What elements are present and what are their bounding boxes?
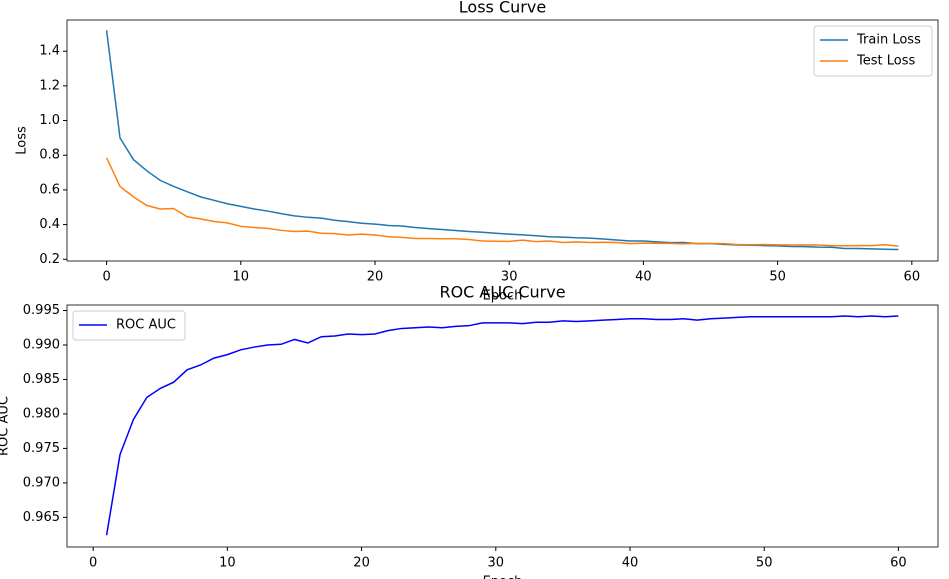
y-tick-label: 1.0 [39,113,60,128]
x-tick-label: 30 [488,556,505,571]
line-series [105,30,899,251]
y-tick-label: 1.2 [39,78,60,93]
x-tick-label: 40 [635,270,652,285]
x-tick-label: 10 [219,556,236,571]
legend-label: Test Loss [856,54,915,69]
y-tick-label: 0.995 [23,303,60,318]
y-tick-label: 0.985 [23,372,60,387]
x-tick-label: 10 [233,270,250,285]
chart-title: Loss Curve [459,0,546,17]
y-tick-label: 0.980 [23,406,60,421]
x-tick-label: 50 [769,270,786,285]
x-tick-label: 0 [102,270,110,285]
axes-frame [66,19,939,262]
legend-box [813,25,933,77]
y-tick-label: 1.4 [39,44,60,59]
y-tick-label: 0.8 [39,148,60,163]
y-tick-label: 0.6 [39,182,60,197]
x-tick-label: 30 [501,270,518,285]
line-series [105,315,899,536]
axes-frame [66,304,939,548]
x-tick-label: 60 [890,556,907,571]
x-tick-label: 50 [756,556,773,571]
x-tick-label: 20 [353,556,370,571]
x-tick-label: 40 [622,556,639,571]
legend-box [72,310,186,341]
x-tick-label: 60 [904,270,921,285]
y-tick-label: 0.965 [23,510,60,525]
legend-label: ROC AUC [116,318,176,333]
x-axis-label: Epoch [483,575,523,579]
chart-title: ROC AUC Curve [439,283,565,302]
y-tick-label: 0.970 [23,475,60,490]
y-tick-label: 0.975 [23,441,60,456]
y-tick-label: 0.4 [39,217,60,232]
x-axis-label: Epoch [483,289,523,304]
y-tick-label: 0.2 [39,252,60,267]
legend-label: Train Loss [856,33,921,48]
x-tick-label: 0 [89,556,97,571]
y-axis-label: ROC AUC [0,396,12,456]
x-tick-label: 20 [367,270,384,285]
y-axis-label: Loss [15,126,30,155]
line-series [105,157,899,248]
y-tick-label: 0.990 [23,337,60,352]
